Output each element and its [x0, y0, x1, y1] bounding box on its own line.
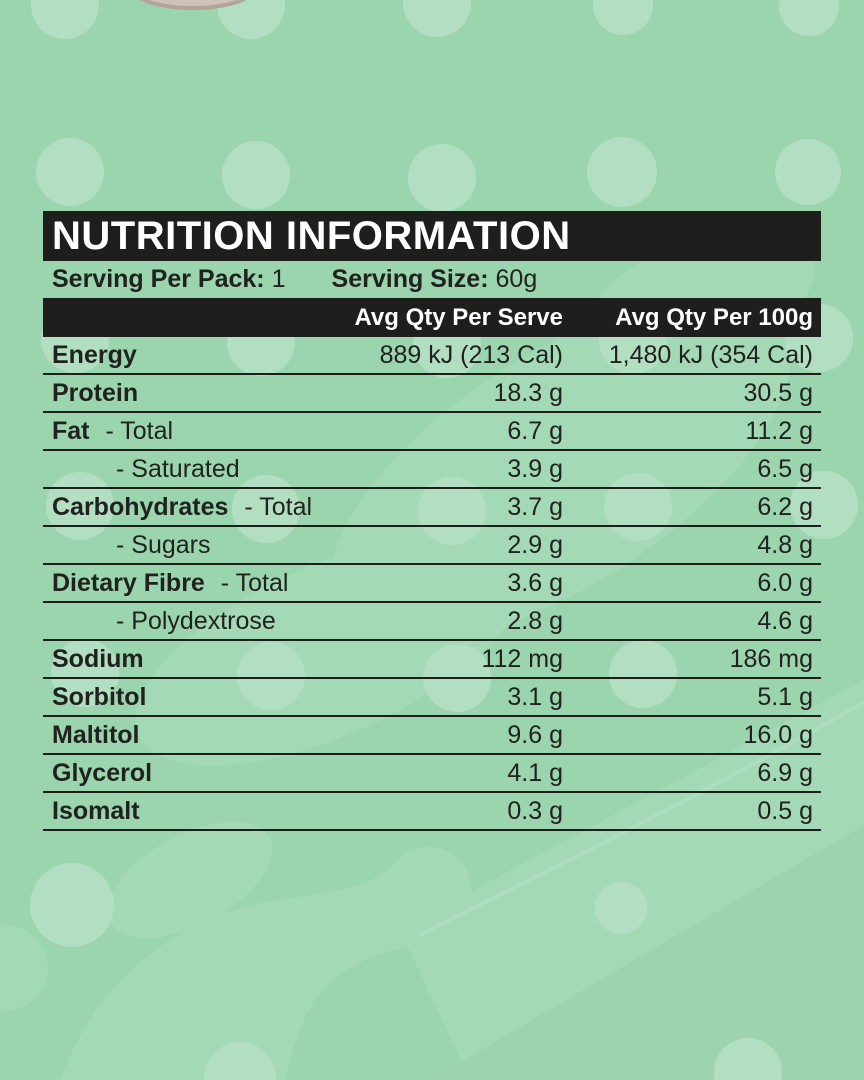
nutrient-suffix: - Total [105, 416, 174, 445]
value-per-serve: 3.9 g [507, 454, 563, 483]
value-per-100g: 4.8 g [757, 530, 813, 559]
table-row: Protein 18.3 g 30.5 g [43, 375, 821, 413]
value-per-serve: 0.3 g [507, 796, 563, 825]
nutrient-suffix: - Polydextrose [116, 606, 276, 635]
value-per-100g: 11.2 g [745, 416, 813, 445]
nutrient-suffix: - Saturated [116, 454, 240, 483]
nutrient-name-cell: Dietary Fibre - Total [43, 569, 333, 598]
nutrient-name: Carbohydrates [52, 492, 229, 521]
nutrient-name-cell: - Sugars [43, 531, 333, 560]
nutrient-suffix: - Total [244, 492, 313, 521]
value-per-100g: 5.1 g [757, 682, 813, 711]
table-row: Sodium 112 mg 186 mg [43, 641, 821, 679]
value-per-serve: 6.7 g [507, 416, 563, 445]
nutrient-name-cell: Sorbitol [43, 683, 333, 712]
value-per-serve: 3.7 g [507, 492, 563, 521]
table-row: - Saturated 3.9 g 6.5 g [43, 451, 821, 489]
value-per-100g: 16.0 g [743, 720, 813, 749]
table-row: Maltitol 9.6 g 16.0 g [43, 717, 821, 755]
nutrient-suffix: - Sugars [116, 530, 211, 559]
table-row: - Polydextrose 2.8 g 4.6 g [43, 603, 821, 641]
col-header-per-serve: Avg Qty Per Serve [354, 303, 563, 331]
value-per-serve: 3.1 g [507, 682, 563, 711]
column-header-row: Avg Qty Per Serve Avg Qty Per 100g [43, 298, 821, 337]
nutrient-name-cell: Maltitol [43, 721, 333, 750]
nutrient-name-cell: Sodium [43, 645, 333, 674]
nutrient-name: Energy [52, 340, 137, 369]
value-per-serve: 2.8 g [507, 606, 563, 635]
nutrient-name: Glycerol [52, 758, 153, 787]
nutrient-name: Maltitol [52, 720, 140, 749]
serving-row: Serving Per Pack: 1 Serving Size: 60g [43, 261, 821, 298]
serving-size-value: 60g [495, 265, 538, 293]
nutrient-name-cell: Fat - Total [43, 417, 333, 446]
nutrient-name: Fat [52, 416, 90, 445]
nutrition-rows: Energy 889 kJ (213 Cal) 1,480 kJ (354 Ca… [43, 337, 821, 831]
table-row: Fat - Total 6.7 g 11.2 g [43, 413, 821, 451]
serving-size-label: Serving Size: [331, 265, 489, 293]
value-per-100g: 1,480 kJ (354 Cal) [608, 340, 813, 369]
nutrient-name-cell: Isomalt [43, 797, 333, 826]
serving-per-pack-label: Serving Per Pack: [52, 265, 265, 293]
background-band-dark [430, 825, 864, 1080]
nutrient-name: Isomalt [52, 796, 140, 825]
value-per-100g: 4.6 g [757, 606, 813, 635]
nutrient-name: Dietary Fibre [52, 568, 205, 597]
nutrient-name-cell: Carbohydrates - Total [43, 493, 333, 522]
value-per-100g: 6.0 g [757, 568, 813, 597]
table-row: Energy 889 kJ (213 Cal) 1,480 kJ (354 Ca… [43, 337, 821, 375]
value-per-100g: 6.2 g [757, 492, 813, 521]
nutrient-name-cell: Protein [43, 379, 333, 408]
value-per-serve: 4.1 g [507, 758, 563, 787]
nutrient-name-cell: Glycerol [43, 759, 333, 788]
value-per-100g: 30.5 g [743, 378, 813, 407]
value-per-serve: 18.3 g [493, 378, 563, 407]
serving-per-pack-value: 1 [271, 265, 286, 293]
nutrient-name-cell: Energy [43, 341, 333, 370]
nutrient-name-cell: - Saturated [43, 455, 333, 484]
nutrient-name: Sodium [52, 644, 144, 673]
table-row: Dietary Fibre - Total 3.6 g 6.0 g [43, 565, 821, 603]
value-per-serve: 2.9 g [507, 530, 563, 559]
value-per-serve: 9.6 g [507, 720, 563, 749]
nutrition-panel: NUTRITION INFORMATION Serving Per Pack: … [43, 211, 821, 831]
table-row: Carbohydrates - Total 3.7 g 6.2 g [43, 489, 821, 527]
value-per-100g: 0.5 g [757, 796, 813, 825]
nutrient-name: Protein [52, 378, 139, 407]
nutrition-title-bar: NUTRITION INFORMATION [43, 211, 821, 261]
value-per-serve: 889 kJ (213 Cal) [379, 340, 563, 369]
table-row: - Sugars 2.9 g 4.8 g [43, 527, 821, 565]
value-per-serve: 112 mg [481, 644, 563, 673]
nutrient-suffix: - Total [220, 568, 289, 597]
top-pink-shape [139, 0, 247, 10]
nutrition-title: NUTRITION INFORMATION [52, 213, 571, 258]
nutrient-name-cell: - Polydextrose [43, 607, 333, 636]
col-header-per-100g: Avg Qty Per 100g [615, 303, 813, 331]
table-row: Isomalt 0.3 g 0.5 g [43, 793, 821, 831]
value-per-100g: 6.9 g [757, 758, 813, 787]
table-row: Glycerol 4.1 g 6.9 g [43, 755, 821, 793]
value-per-serve: 3.6 g [507, 568, 563, 597]
table-row: Sorbitol 3.1 g 5.1 g [43, 679, 821, 717]
nutrient-name: Sorbitol [52, 682, 147, 711]
value-per-100g: 6.5 g [757, 454, 813, 483]
background-band-line [419, 700, 864, 937]
value-per-100g: 186 mg [729, 644, 813, 673]
